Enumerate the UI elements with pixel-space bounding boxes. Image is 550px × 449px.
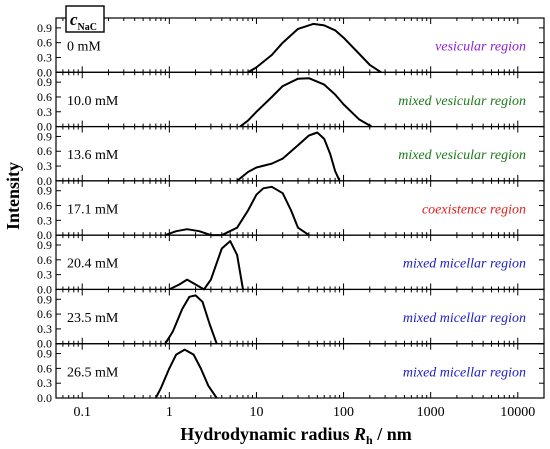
y-tick-label: 0.9	[37, 129, 52, 143]
series-label: 10.0 mM	[67, 94, 119, 109]
x-axis-label-symbol: R	[353, 424, 366, 444]
series-label: 0 mM	[67, 40, 101, 55]
y-tick-label: 0.0	[37, 120, 52, 134]
x-tick-label: 100	[333, 405, 354, 420]
series-label: 23.5 mM	[67, 311, 119, 326]
title-box-frame	[65, 5, 105, 33]
series-line	[239, 77, 373, 128]
region-label: vesicular region	[435, 40, 526, 55]
y-tick-label: 0.0	[37, 65, 52, 79]
y-tick-label: 0.0	[37, 282, 52, 296]
y-axis-label: Intensity	[3, 162, 23, 230]
region-label: mixed vesicular region	[398, 94, 526, 109]
series-line	[164, 294, 218, 345]
y-tick-label: 0.9	[37, 184, 52, 198]
region-label: mixed micellar region	[403, 365, 526, 380]
panel-6: 0.00.30.60.9 26.5 mM mixed micellar region	[37, 343, 545, 405]
y-tick-label: 0.0	[37, 174, 52, 188]
x-tick-label: 1	[166, 405, 173, 420]
x-tick-label: 0.1	[73, 405, 91, 420]
region-label: mixed micellar region	[403, 311, 526, 326]
y-tick-label: 0.0	[37, 228, 52, 242]
y-tick-label: 0.0	[37, 391, 52, 405]
title-box: cNaC	[65, 5, 105, 33]
x-tick-label: 10000	[500, 405, 535, 420]
y-tick-label: 0.6	[37, 36, 52, 50]
panel-frame	[55, 343, 545, 399]
panel-2: 0.00.30.60.9 13.6 mM mixed vesicular regio…	[37, 125, 545, 188]
series-label: 20.4 mM	[67, 257, 119, 272]
y-tick-label: 0.3	[37, 322, 52, 336]
y-tick-label: 0.6	[37, 307, 52, 321]
y-tick-label: 0.6	[37, 361, 52, 375]
panel-5: 0.00.30.60.9 23.5 mM mixed micellar region	[37, 288, 545, 351]
panels: 0.00.30.60.90 mM vesicular region0.00.30.…	[37, 17, 545, 405]
x-axis-label-subscript: h	[366, 433, 373, 447]
y-tick-label: 0.6	[37, 253, 52, 267]
series-label: 13.6 mM	[67, 148, 119, 163]
y-tick-label: 0.6	[37, 144, 52, 158]
region-label: mixed vesicular region	[398, 148, 526, 163]
series-line	[247, 22, 382, 74]
y-tick-label: 0.3	[37, 213, 52, 227]
series-label: 26.5 mM	[67, 365, 119, 380]
series-line	[168, 240, 244, 291]
panel-3: 0.00.30.60.9 17.1 mM coexistence region	[37, 180, 545, 242]
y-tick-label: 0.9	[37, 347, 52, 361]
panel-0: 0.00.30.60.9 0 mM vesicular region	[37, 17, 545, 79]
y-tick-label: 0.3	[37, 50, 52, 64]
x-tick-label: 10	[249, 405, 263, 420]
y-tick-label: 0.6	[37, 90, 52, 104]
series-line	[236, 131, 341, 182]
region-label: mixed micellar region	[403, 257, 526, 272]
title-box-subscript: NaC	[78, 22, 97, 33]
y-tick-label: 0.9	[37, 238, 52, 252]
y-tick-label: 0.9	[37, 75, 52, 89]
y-tick-label: 0.9	[37, 292, 52, 306]
region-label: coexistence region	[422, 202, 526, 217]
series-line	[154, 348, 218, 399]
panel-1: 0.00.30.60.9 10.0 mM mixed vesicular regio…	[37, 71, 545, 134]
panel-4: 0.00.30.60.9 20.4 mM mixed micellar region	[37, 234, 545, 296]
svg-text:cNaC: cNaC	[70, 10, 97, 33]
y-tick-label: 0.3	[37, 159, 52, 173]
x-axis-label-suffix: / nm	[373, 424, 412, 444]
y-tick-label: 0.9	[37, 21, 52, 35]
series-label: 17.1 mM	[67, 202, 119, 217]
x-axis: 0.1 1 10 100 1000 10000	[73, 405, 535, 420]
x-axis-label-prefix: Hydrodynamic radius	[180, 424, 354, 444]
y-tick-label: 0.0	[37, 337, 52, 351]
y-tick-label: 0.3	[37, 105, 52, 119]
y-tick-label: 0.3	[37, 376, 52, 390]
y-tick-label: 0.3	[37, 268, 52, 282]
x-axis-label: Hydrodynamic radius Rh / nm	[180, 424, 411, 447]
title-box-letter: c	[70, 10, 78, 29]
x-tick-label: 1000	[417, 405, 445, 420]
y-tick-label: 0.6	[37, 199, 52, 213]
series-line	[164, 185, 310, 237]
